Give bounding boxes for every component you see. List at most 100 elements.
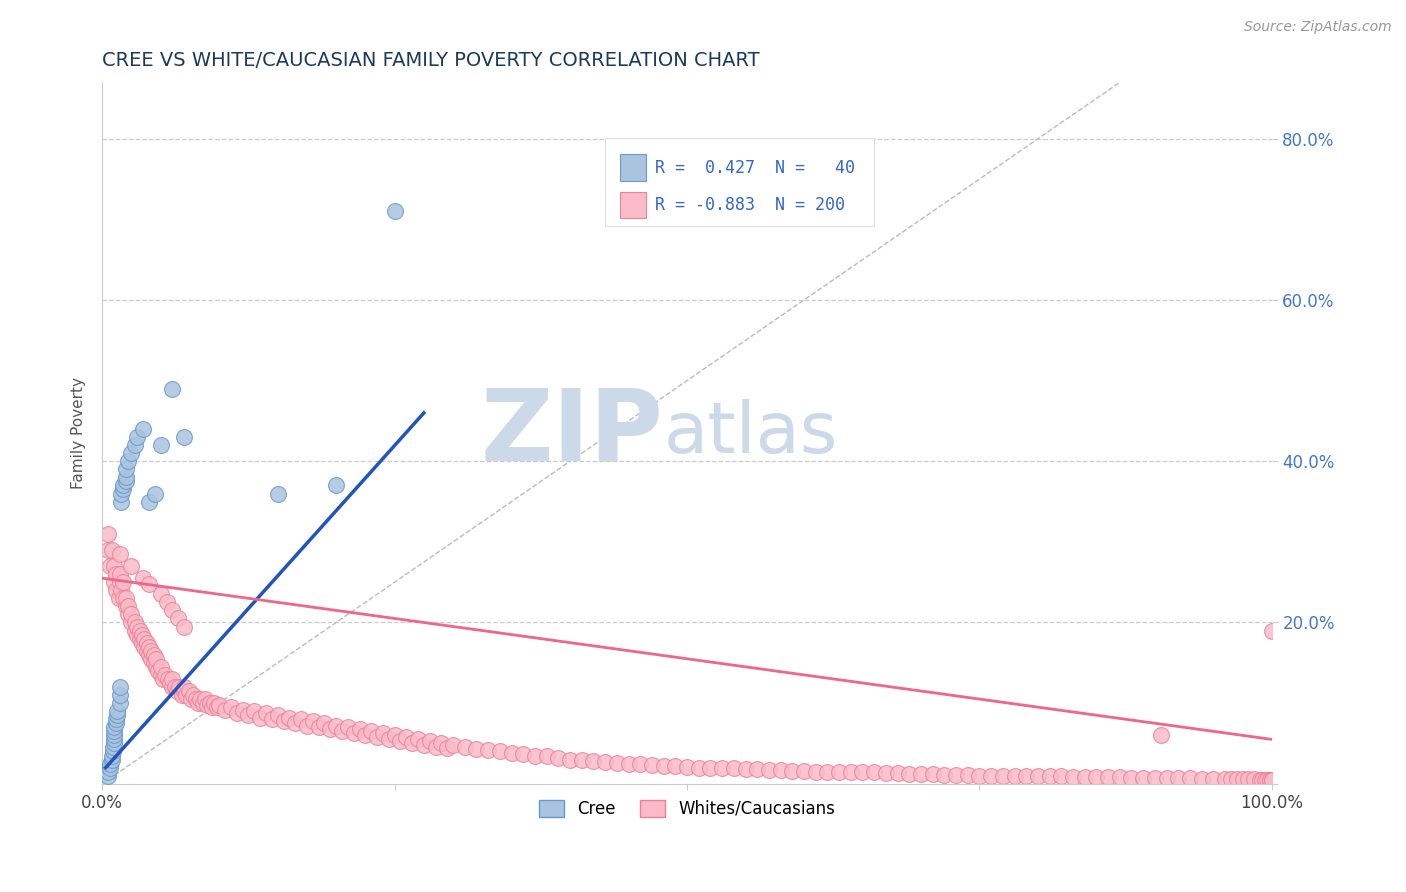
Point xyxy=(180,692,202,706)
Point xyxy=(173,684,195,698)
Point xyxy=(128,624,150,638)
Point xyxy=(132,571,155,585)
Point xyxy=(190,692,212,706)
Point xyxy=(120,607,142,622)
Point xyxy=(1258,772,1281,787)
Point xyxy=(103,732,125,747)
Point xyxy=(1232,772,1254,786)
Point xyxy=(371,726,394,740)
Point xyxy=(804,764,827,779)
Point xyxy=(1143,771,1166,785)
Point xyxy=(1050,769,1073,783)
Point xyxy=(131,627,153,641)
Point xyxy=(734,762,756,776)
Point xyxy=(441,738,464,752)
Bar xyxy=(620,154,647,181)
Point xyxy=(301,714,323,728)
Point xyxy=(205,700,228,714)
Point xyxy=(120,615,142,630)
Point xyxy=(103,559,125,574)
Point xyxy=(489,744,512,758)
Point xyxy=(308,720,330,734)
Point xyxy=(138,648,160,662)
Point xyxy=(273,714,295,728)
Point xyxy=(314,716,336,731)
Point xyxy=(156,672,179,686)
Point xyxy=(243,704,266,718)
Point xyxy=(162,680,184,694)
Point xyxy=(769,763,792,777)
Point xyxy=(1108,770,1130,784)
Point xyxy=(131,635,153,649)
Point xyxy=(349,722,371,736)
Point xyxy=(254,706,277,720)
Point xyxy=(477,743,499,757)
Point xyxy=(934,768,956,782)
Point xyxy=(145,652,167,666)
Text: R = -0.883  N = 200: R = -0.883 N = 200 xyxy=(655,196,845,214)
Point xyxy=(249,711,271,725)
Point xyxy=(103,728,125,742)
Point xyxy=(1121,771,1143,785)
Point xyxy=(143,486,166,500)
Point xyxy=(120,446,142,460)
Point xyxy=(134,632,156,646)
Point xyxy=(114,470,136,484)
Point xyxy=(969,769,991,783)
Point xyxy=(232,702,254,716)
Point xyxy=(815,764,838,779)
Point xyxy=(159,676,181,690)
Point xyxy=(295,719,318,733)
Point xyxy=(1254,772,1277,787)
Point xyxy=(124,438,146,452)
Point xyxy=(162,382,184,396)
Point xyxy=(536,749,558,764)
Point xyxy=(117,599,139,614)
Point xyxy=(606,756,628,770)
Point xyxy=(266,486,288,500)
Point xyxy=(105,567,128,582)
Point xyxy=(219,700,242,714)
Point xyxy=(828,764,851,779)
Point xyxy=(1015,769,1038,783)
Point xyxy=(1261,624,1284,638)
Point xyxy=(120,559,142,574)
Point xyxy=(97,543,120,558)
Point xyxy=(100,543,122,558)
Point xyxy=(110,494,132,508)
Point xyxy=(401,736,423,750)
Point xyxy=(107,708,129,723)
Point xyxy=(97,764,120,779)
Point xyxy=(360,724,382,739)
Point xyxy=(97,769,120,783)
Point xyxy=(875,766,897,780)
Point xyxy=(138,576,160,591)
Point xyxy=(100,559,122,574)
Legend: Cree, Whites/Caucasians: Cree, Whites/Caucasians xyxy=(531,793,842,824)
Point xyxy=(1202,772,1225,786)
Point xyxy=(1213,772,1236,786)
Point xyxy=(173,430,195,444)
Point xyxy=(194,692,217,706)
Point xyxy=(105,712,128,726)
Text: ZIP: ZIP xyxy=(481,384,664,482)
Point xyxy=(103,724,125,739)
Point xyxy=(108,688,131,702)
Point xyxy=(1097,770,1119,784)
Point xyxy=(134,640,156,654)
Point xyxy=(419,734,441,748)
Point xyxy=(1178,771,1201,785)
Point xyxy=(105,716,128,731)
Point xyxy=(1256,772,1278,787)
Point xyxy=(1167,771,1189,785)
Point xyxy=(162,603,184,617)
Point xyxy=(839,765,862,780)
Point xyxy=(112,478,135,492)
Point xyxy=(319,722,342,736)
Point xyxy=(886,766,908,780)
Point xyxy=(1251,772,1274,787)
Point xyxy=(389,734,412,748)
Point xyxy=(225,706,247,720)
Point xyxy=(124,624,146,638)
Point xyxy=(128,632,150,646)
